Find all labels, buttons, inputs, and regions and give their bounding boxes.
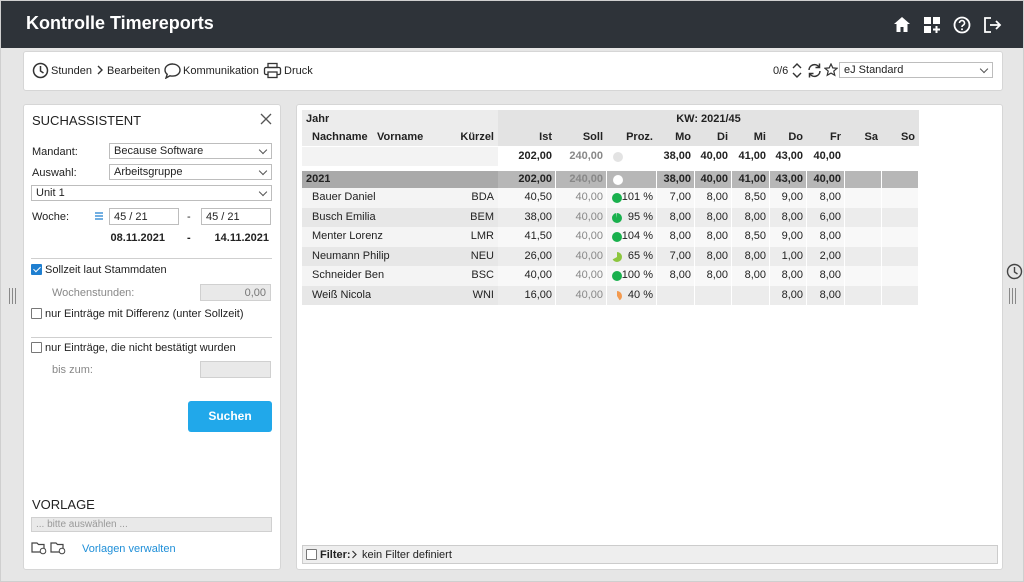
checkbox[interactable] bbox=[31, 308, 42, 319]
vorlage-link[interactable]: Vorlagen verwalten bbox=[82, 543, 176, 555]
vorlage-title: VORLAGE bbox=[32, 497, 95, 512]
date-to: 14.11.2021 bbox=[214, 232, 269, 244]
toolbar-item[interactable]: Bearbeiten bbox=[107, 65, 161, 77]
field-label: Woche: bbox=[32, 211, 70, 223]
refresh-icon[interactable] bbox=[806, 62, 823, 79]
date-input[interactable] bbox=[200, 361, 271, 378]
toolbar-item[interactable]: Kommunikation bbox=[183, 65, 259, 77]
checkbox[interactable] bbox=[31, 264, 42, 275]
separator: - bbox=[187, 211, 191, 223]
checkbox[interactable] bbox=[306, 549, 317, 560]
page-title: Kontrolle Timereports bbox=[26, 13, 214, 33]
vorlage-input[interactable]: ... bitte auswählen ... bbox=[31, 517, 272, 532]
field-label: Mandant: bbox=[32, 146, 78, 158]
dashboard-icon[interactable] bbox=[923, 16, 941, 33]
sort-arrows-icon[interactable] bbox=[791, 62, 803, 79]
search-button[interactable]: Suchen bbox=[188, 401, 272, 432]
close-icon[interactable] bbox=[260, 113, 272, 125]
filter-label: Filter: bbox=[320, 549, 351, 561]
result-panel bbox=[296, 104, 1003, 570]
filter-bar bbox=[302, 545, 998, 564]
field-label: Auswahl: bbox=[32, 167, 77, 179]
field-label: bis zum: bbox=[52, 364, 93, 376]
field-label: Wochenstunden: bbox=[52, 287, 135, 299]
chat-icon[interactable] bbox=[163, 62, 182, 79]
help-icon[interactable] bbox=[953, 16, 971, 34]
view-select[interactable]: eJ Standard bbox=[839, 62, 993, 78]
pager: 0/6 bbox=[773, 65, 789, 77]
unit-select[interactable]: Unit 1 bbox=[31, 185, 272, 201]
separator: - bbox=[187, 232, 191, 244]
auswahl-select[interactable]: Arbeitsgruppe bbox=[109, 164, 272, 180]
list-icon[interactable] bbox=[94, 211, 104, 221]
week-from-input[interactable]: 45 / 21 bbox=[109, 208, 179, 225]
star-icon[interactable] bbox=[824, 63, 838, 77]
splitter-handle[interactable] bbox=[8, 288, 17, 304]
option-label[interactable]: nur Einträge mit Differenz (unter Sollze… bbox=[45, 308, 244, 320]
logout-icon[interactable] bbox=[983, 16, 1002, 34]
week-to-input[interactable]: 45 / 21 bbox=[201, 208, 271, 225]
toolbar-item[interactable]: Druck bbox=[284, 65, 313, 77]
option-label[interactable]: nur Einträge, die nicht bestätigt wurden bbox=[45, 342, 236, 354]
chevron-icon bbox=[352, 550, 357, 559]
vorlage-icons[interactable] bbox=[31, 540, 67, 555]
home-icon[interactable] bbox=[893, 16, 911, 33]
wochenstunden-input[interactable]: 0,00 bbox=[200, 284, 271, 301]
divider bbox=[31, 258, 272, 259]
option-label[interactable]: Sollzeit laut Stammdaten bbox=[45, 264, 167, 276]
chevron-icon bbox=[97, 65, 103, 75]
clock-icon[interactable] bbox=[32, 62, 49, 79]
filter-value: kein Filter definiert bbox=[362, 549, 452, 561]
splitter-handle[interactable] bbox=[1008, 288, 1017, 304]
mandant-select[interactable]: Because Software bbox=[109, 143, 272, 159]
print-icon[interactable] bbox=[263, 62, 282, 79]
divider bbox=[31, 337, 272, 338]
checkbox[interactable] bbox=[31, 342, 42, 353]
date-from: 08.11.2021 bbox=[110, 232, 165, 244]
header-bar: Kontrolle Timereports bbox=[1, 1, 1023, 48]
search-title: SUCHASSISTENT bbox=[32, 113, 142, 128]
side-clock-icon[interactable] bbox=[1006, 263, 1023, 280]
toolbar-item[interactable]: Stunden bbox=[51, 65, 92, 77]
